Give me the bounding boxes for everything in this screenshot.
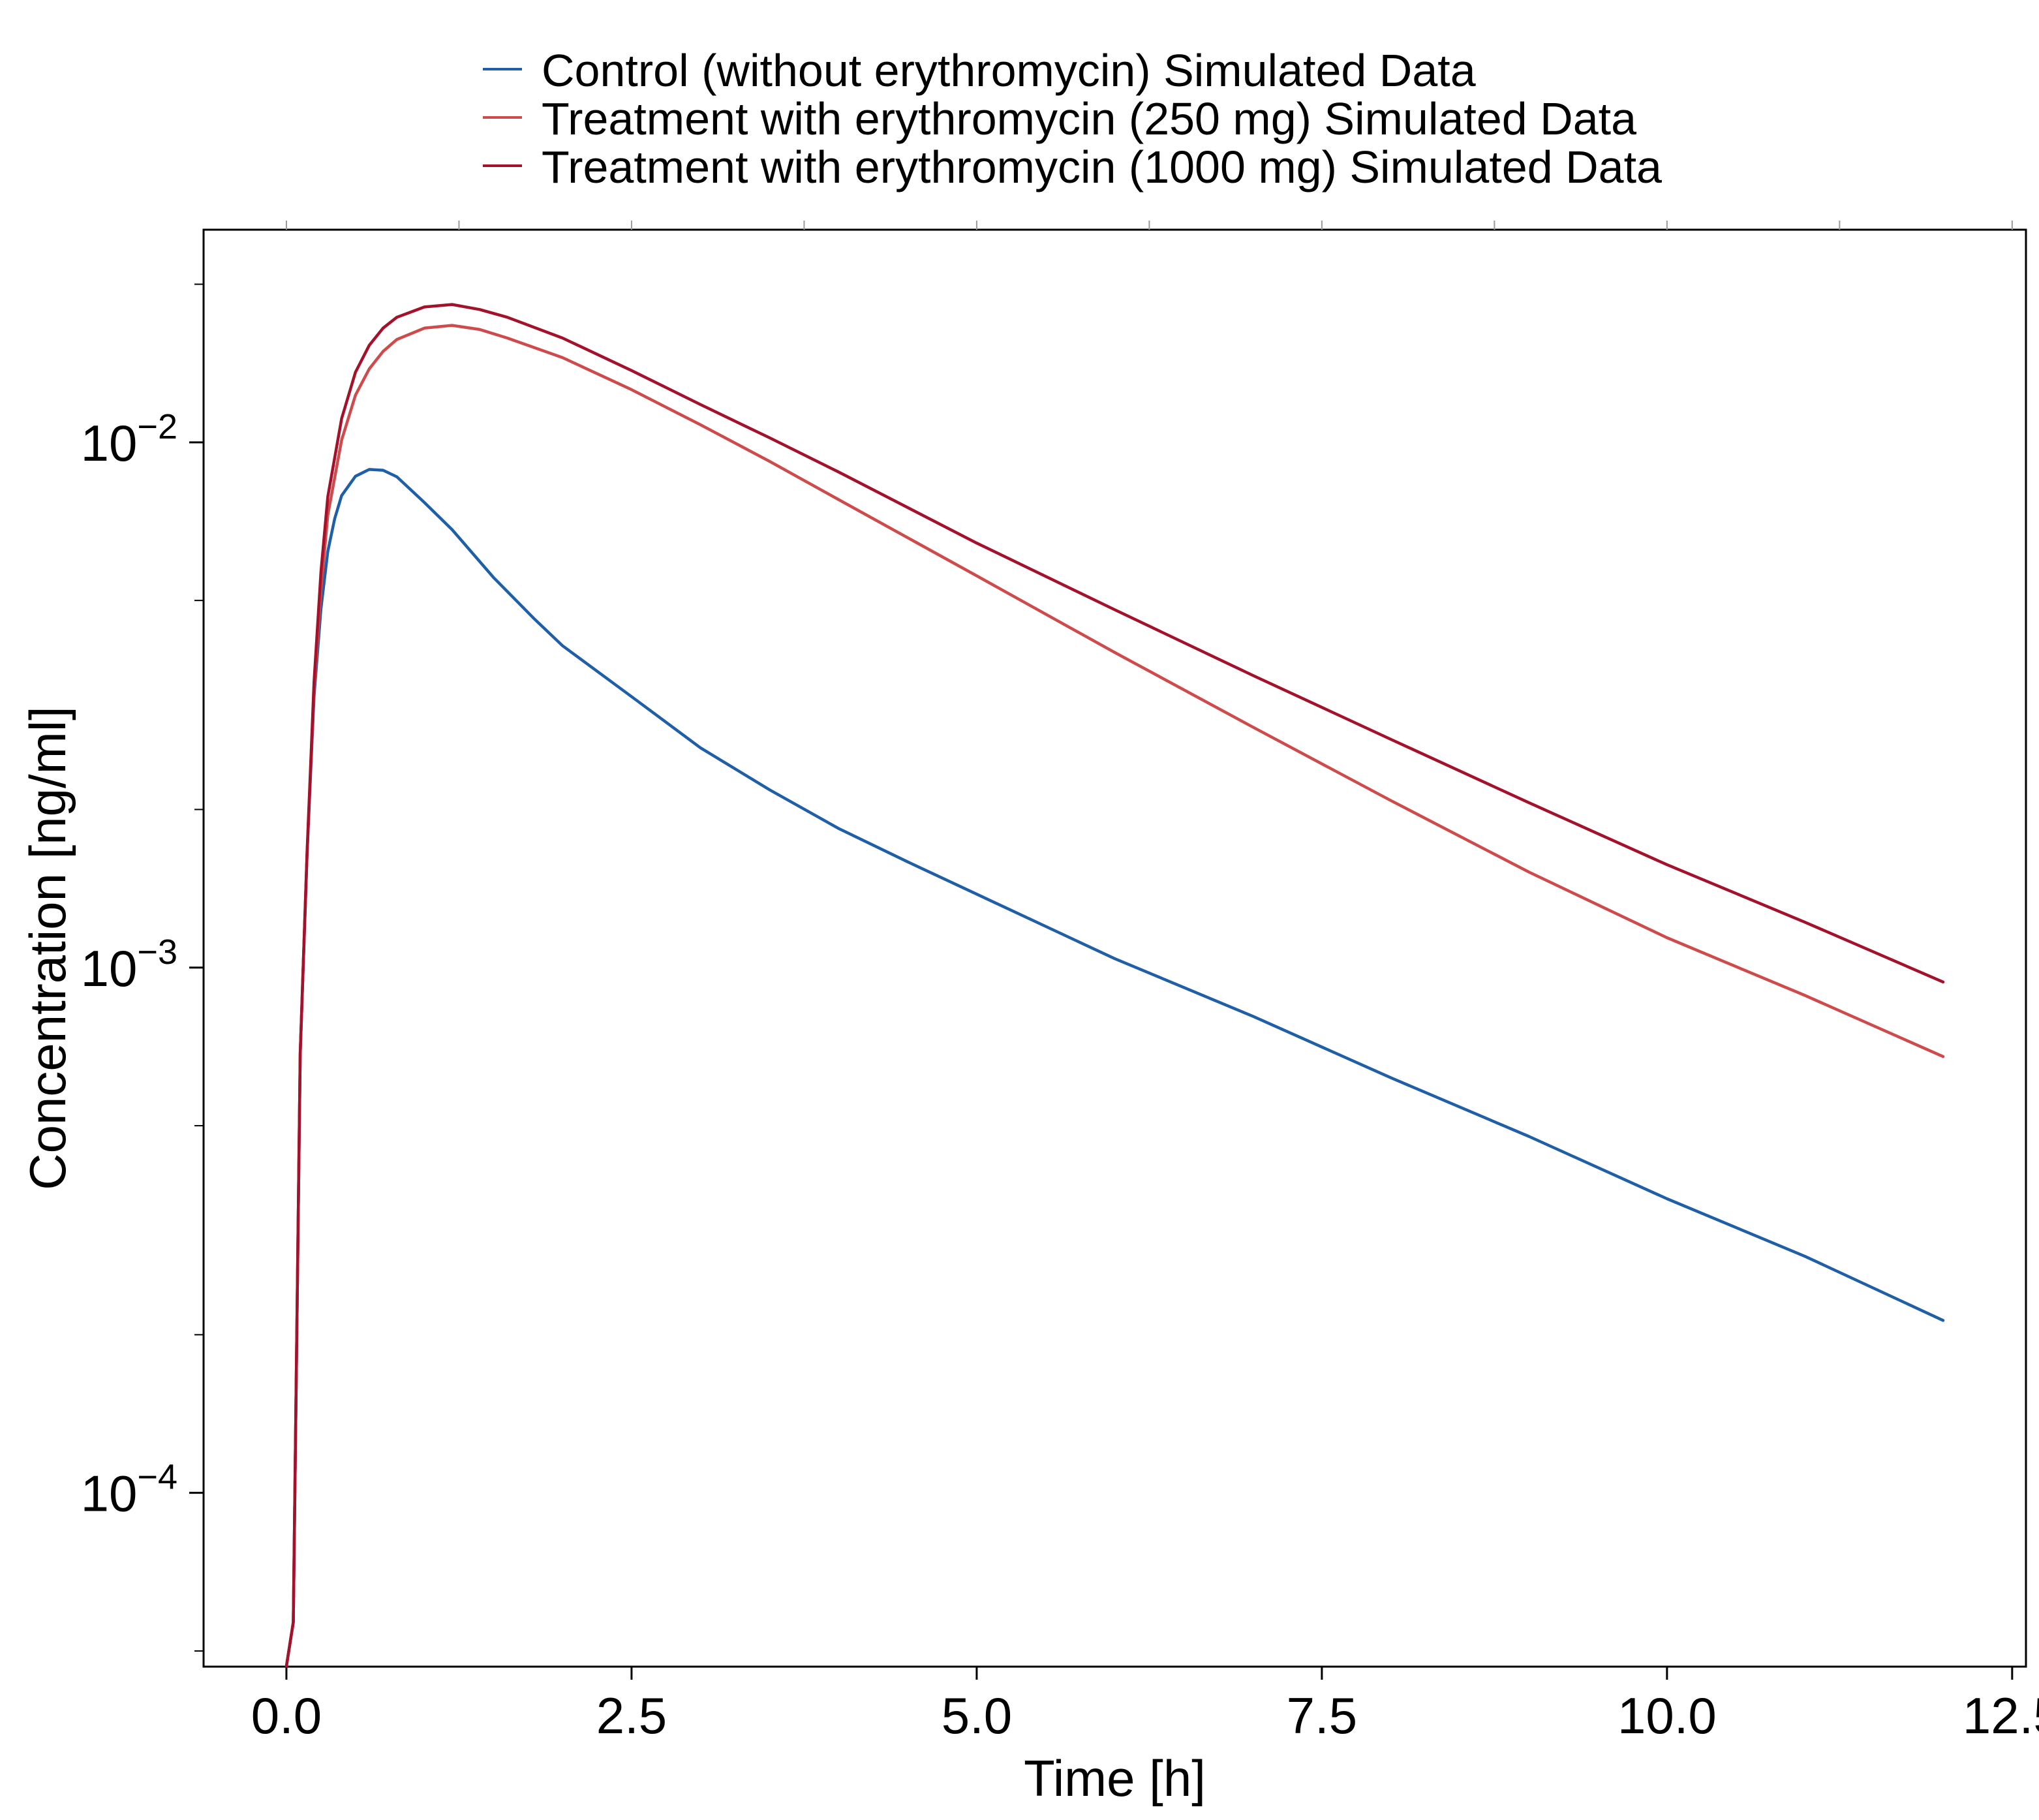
x-tick-label: 0.0 (251, 1687, 322, 1744)
y-axis-title: Concentration [ng/ml] (19, 706, 76, 1190)
x-axis-title: Time [h] (1024, 1750, 1206, 1807)
y-tick-label: 10−2 (81, 407, 177, 472)
top-axis-ticks (285, 221, 2013, 230)
y-axis: 10−4 10−3 10−2 (81, 283, 204, 1652)
x-tick-label: 7.5 (1287, 1687, 1357, 1744)
series-line-3 (284, 303, 1945, 1668)
x-tick-label: 10.0 (1617, 1687, 1717, 1744)
legend-label-1: Control (without erythromycin) Simulated… (542, 45, 1476, 96)
series-line-2 (284, 324, 1945, 1668)
y-tick-label: 10−3 (81, 933, 177, 997)
series-layer (284, 303, 1945, 1668)
legend-label-3: Treatment with erythromycin (1000 mg) Si… (542, 142, 1662, 193)
plot-frame (202, 228, 2027, 1668)
legend-label-2: Treatment with erythromycin (250 mg) Sim… (542, 93, 1636, 144)
x-tick-label: 2.5 (596, 1687, 667, 1744)
legend: Control (without erythromycin) Simulated… (483, 45, 1662, 193)
x-tick-label: 12.5 (1963, 1687, 2039, 1744)
y-tick-label: 10−4 (81, 1458, 177, 1522)
series-line-1 (284, 468, 1945, 1668)
x-axis: 0.0 2.5 5.0 7.5 10.0 12.5 (251, 1667, 2039, 1744)
x-tick-label: 5.0 (942, 1687, 1012, 1744)
